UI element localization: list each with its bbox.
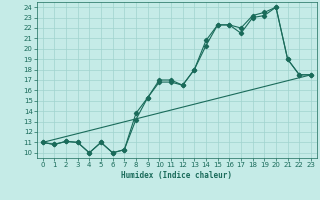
- X-axis label: Humidex (Indice chaleur): Humidex (Indice chaleur): [121, 171, 232, 180]
